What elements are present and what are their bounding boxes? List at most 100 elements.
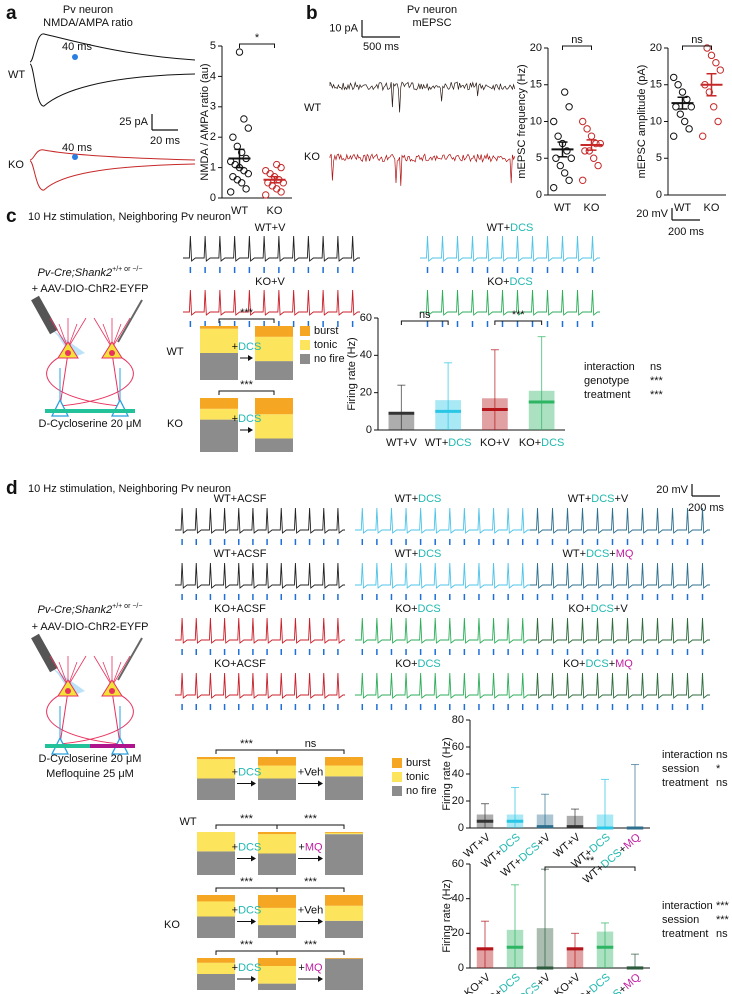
text-part: DCS [238, 341, 261, 353]
y-tick-label: 5 [210, 40, 216, 52]
data-point [561, 88, 569, 96]
data-point [277, 188, 285, 196]
x-tick-label: WT+V [386, 437, 418, 449]
y-tick-label: 20 [650, 42, 662, 54]
data-point [583, 125, 591, 133]
data-point [268, 182, 276, 190]
superscript: +/+ or −/− [112, 266, 142, 273]
stat-term: treatment [662, 928, 708, 940]
text-part: MQ [305, 962, 323, 974]
data-point [712, 59, 720, 67]
x-tick-label: WT [231, 205, 248, 217]
dendrite [49, 655, 69, 687]
text-part: + [298, 962, 304, 974]
stack-segment [197, 974, 235, 990]
legend-swatch [392, 786, 402, 796]
text-part: + [232, 962, 238, 974]
superscript: +/+ or −/− [112, 603, 142, 610]
dendrite [49, 317, 69, 349]
text-part: DCS [238, 413, 261, 425]
trace-label: WT+ACSF [214, 493, 267, 505]
dendrite [93, 317, 113, 349]
dendrite [67, 655, 87, 687]
scale-label: 20 mV [656, 484, 688, 496]
genotype: Pv-Cre;Shank2 [38, 604, 113, 616]
text-part: DCS [599, 987, 625, 994]
axon [46, 690, 134, 745]
y-tick-label: 4 [210, 70, 216, 82]
significance-bracket [276, 887, 345, 892]
x-tick-label: WT [554, 202, 571, 214]
scale-label: 10 pA [329, 22, 358, 34]
significance-bracket [276, 950, 345, 955]
box [435, 400, 461, 430]
data-point [556, 161, 564, 170]
significance-bracket [215, 824, 278, 829]
stack-segment [197, 962, 235, 974]
stack-segment [258, 925, 296, 938]
stack-segment [258, 966, 296, 984]
panel-title: 10 Hz stimulation, Neighboring Pv neuron [28, 211, 231, 223]
legend-swatch [300, 326, 310, 336]
dendrite [93, 655, 113, 687]
significance-label: ** [586, 855, 595, 867]
significance-bracket [562, 45, 592, 50]
text-part: DCS [238, 904, 261, 916]
text-part: DCS [497, 971, 523, 994]
text-part: DCS [591, 493, 614, 505]
group-label: WT [179, 816, 196, 828]
data-point [552, 154, 560, 162]
significance-bracket [682, 45, 712, 50]
stack-segment [200, 398, 238, 409]
trace [355, 562, 530, 589]
text-part: DCS [541, 437, 564, 449]
text-part: + [232, 413, 238, 425]
pipette [117, 637, 143, 681]
trace [355, 507, 530, 534]
data-point [594, 161, 602, 170]
box [596, 814, 614, 828]
stack-segment [197, 757, 235, 760]
legend-label: no fire [314, 353, 345, 365]
y-axis-label: Firing rate (Hz) [441, 879, 453, 952]
stack-segment [197, 916, 235, 938]
data-point [242, 185, 250, 193]
y-axis-label: Firing rate (Hz) [346, 337, 358, 410]
text-part: + [609, 548, 615, 560]
trace-label: WT+V [255, 222, 287, 234]
y-tick-label: 0 [656, 189, 662, 201]
panel-title: 10 Hz stimulation, Neighboring Pv neuron [28, 483, 231, 495]
data-point [244, 169, 253, 178]
stack-segment [325, 958, 363, 990]
text-part: WT+ [563, 548, 587, 560]
data-point [262, 191, 270, 199]
stat-result: *** [650, 375, 664, 387]
y-tick-label: 15 [530, 79, 542, 91]
stack-segment [197, 895, 235, 902]
trace-label: KO+DCS [487, 276, 533, 288]
data-point [579, 117, 587, 126]
stat-term: session [662, 763, 699, 775]
box [566, 947, 584, 968]
arrow-head [318, 780, 323, 787]
stat-term: interaction [662, 900, 713, 912]
trace-label: KO+DCS [395, 658, 441, 670]
trace-label: KO [304, 151, 320, 163]
legend-swatch [300, 340, 310, 350]
box [536, 928, 554, 968]
stack-segment [258, 832, 296, 835]
stack-segment [325, 832, 363, 835]
y-tick-label: 2 [210, 131, 216, 143]
significance-label: *** [304, 813, 318, 825]
stack-segment [197, 901, 235, 917]
x-tick-label: KO [267, 205, 283, 217]
trace-label: KO [8, 159, 24, 171]
stat-term: interaction [584, 361, 635, 373]
stack-segment [325, 895, 363, 906]
y-tick-label: 20 [530, 42, 542, 54]
stack-segment [258, 907, 296, 926]
data-point [563, 147, 571, 155]
y-tick-label: 5 [656, 152, 662, 164]
pyramidal-cell [110, 398, 130, 417]
